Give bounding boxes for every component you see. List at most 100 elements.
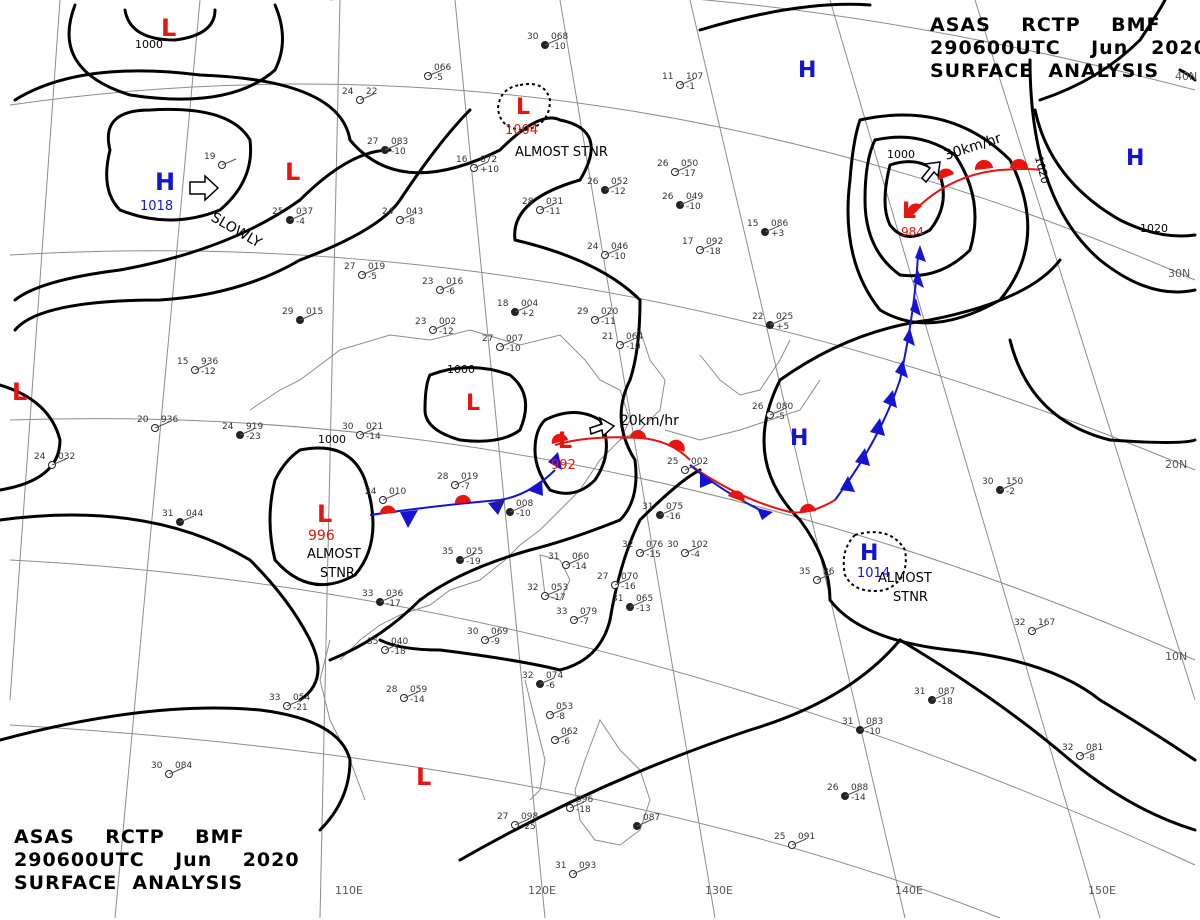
station-temperature: 21	[602, 332, 613, 342]
station-tendency: -15	[646, 550, 661, 560]
station-tendency: -10	[686, 202, 701, 212]
wind-barb	[154, 421, 170, 429]
station-tendency: -10	[866, 727, 881, 737]
station-tendency: -5	[434, 73, 443, 83]
wind-barb	[454, 478, 470, 486]
station-temperature: 15	[177, 357, 188, 367]
wind-barb	[769, 408, 785, 416]
station-pressure: 936	[161, 415, 178, 425]
station-tendency: -18	[706, 247, 721, 257]
coastlines	[249, 329, 821, 846]
station-plot: 33 079-7	[556, 607, 597, 627]
isobar	[1028, 58, 1197, 294]
station-plot: 27 007-10	[482, 334, 523, 354]
station-tendency: -10	[551, 42, 566, 52]
title-line-time: 290600UTC Jun 2020	[14, 849, 300, 871]
cold-front	[689, 464, 761, 511]
isobar	[863, 135, 977, 278]
station-temperature: 31	[642, 502, 653, 512]
low-center: L	[285, 158, 300, 186]
station-plot: 24 22	[342, 87, 377, 104]
wind-barb	[384, 143, 400, 151]
station-temperature: 27	[597, 572, 608, 582]
arrow-30kmhr	[920, 161, 941, 184]
low-center: L	[161, 14, 176, 42]
station-temperature: 31	[162, 509, 173, 519]
station-temperature: 35	[799, 567, 810, 577]
station-plot: 32 167	[1014, 618, 1055, 635]
station-plot: 35 025-19	[442, 547, 483, 567]
station-temperature: 23	[415, 317, 426, 327]
station-temperature: 33	[362, 589, 373, 599]
station-plot: 31 087-18	[914, 687, 955, 707]
wind-barb	[384, 643, 400, 651]
station-temperature: 28	[386, 685, 398, 695]
station-pressure: 065	[636, 594, 653, 604]
station-pressure: 049	[686, 192, 703, 202]
station-plot: 29 015	[282, 307, 323, 324]
station-tendency: -5	[368, 272, 377, 282]
station-temperature: 19	[204, 152, 216, 162]
wind-barb	[361, 268, 377, 276]
station-pressure: 008	[516, 499, 533, 509]
station-pressure: 062	[561, 727, 578, 737]
cold-front-triangle	[883, 390, 897, 408]
station-tendency: -2	[1006, 487, 1015, 497]
wind-barb	[194, 363, 210, 371]
warm-front-bump	[728, 490, 745, 502]
warm-front-bump	[937, 168, 954, 180]
station-tendency: -8	[1086, 753, 1095, 763]
isobar	[698, 2, 872, 32]
station-pressure: 046	[611, 242, 628, 252]
cold-front-triangle	[870, 418, 885, 436]
isobar-label: 1000	[447, 363, 475, 376]
station-plot: 26 052-12	[587, 177, 628, 197]
wind-barb	[539, 203, 555, 211]
high-center: H	[155, 168, 175, 196]
isobar	[1178, 68, 1197, 82]
station-pressure: 032	[58, 452, 75, 462]
station-plot: 28 059-14	[386, 685, 427, 705]
station-temperature: 33	[556, 607, 567, 617]
pressure-value: 984	[901, 225, 924, 239]
station-pressure: 019	[368, 262, 385, 272]
wind-barb	[844, 789, 860, 797]
station-pressure: 107	[686, 72, 703, 82]
station-tendency: -11	[546, 207, 561, 217]
station-tendency: -25	[521, 822, 536, 832]
station-tendency: -4	[691, 550, 700, 560]
isobar	[13, 69, 642, 662]
station-tendency: -18	[576, 805, 591, 815]
wind-barb	[594, 313, 610, 321]
isobar-label: 1020	[1140, 222, 1168, 235]
station-temperature: 26	[587, 177, 599, 187]
cold-front-triangle	[400, 510, 418, 528]
station-plot: 35 040-18	[367, 637, 408, 657]
station-tendency: -5	[776, 412, 785, 422]
station-temperature: 31	[492, 499, 503, 509]
station-tendency: -14	[366, 432, 381, 442]
isobar	[423, 366, 528, 443]
station-plot: 062-6	[551, 727, 578, 747]
station-plot: 11 107-1	[662, 72, 703, 92]
station-plot: 17 092-18	[682, 237, 723, 257]
wind-barb	[859, 723, 875, 731]
warm-front	[914, 168, 1041, 211]
isobar	[1038, 0, 1167, 102]
station-temperature: 32	[1062, 743, 1073, 753]
station-plot: 25 091	[774, 832, 815, 849]
station-tendency: -10	[626, 342, 641, 352]
station-pressure: 021	[366, 422, 383, 432]
station-tendency: -18	[938, 697, 953, 707]
station-temperature: 32	[522, 671, 533, 681]
station-temperature: 20	[137, 415, 149, 425]
movement-arrows	[189, 161, 941, 438]
station-pressure: 050	[681, 159, 698, 169]
cold-front-triangle	[903, 328, 915, 346]
station-plot: 26 049-10	[662, 192, 703, 212]
lat-label-40n: 40N	[1175, 70, 1197, 83]
station-tendency: -7	[461, 482, 470, 492]
station-pressure: 074	[546, 671, 563, 681]
cold-front-triangle	[855, 448, 870, 466]
